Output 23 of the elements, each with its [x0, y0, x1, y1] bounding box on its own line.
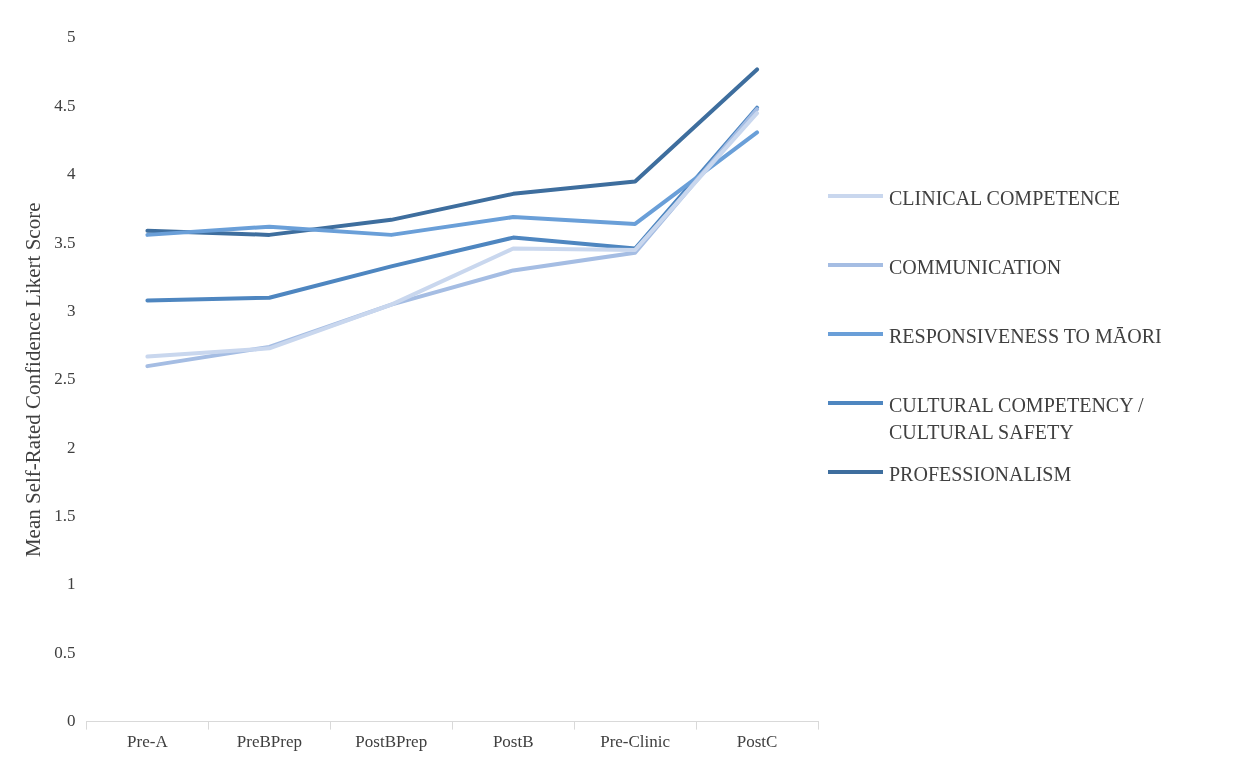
y-tick-label: 5	[66, 27, 76, 47]
y-tick-label: 2	[66, 437, 76, 457]
x-tick-label: PostC	[736, 732, 778, 752]
x-tick-label: PostBPrep	[355, 732, 428, 752]
y-tick-label: 2.5	[54, 369, 76, 389]
legend-label: CLINICAL COMPETENCE	[889, 185, 1121, 211]
legend-label: PROFESSIONALISM	[889, 461, 1073, 487]
y-tick-label: 1.5	[54, 505, 76, 525]
y-tick-label: 1	[66, 574, 76, 594]
y-tick-label: 0.5	[54, 642, 76, 662]
y-axis-title: Mean Self-Rated Confidence Likert Score	[21, 202, 46, 558]
y-tick-label: 4	[66, 164, 76, 184]
y-tick-label: 3	[66, 300, 76, 320]
legend-label: COMMUNICATION	[889, 254, 1063, 280]
x-tick-label: Pre-A	[127, 732, 169, 752]
legend-label: CULTURAL COMPETENCY / CULTURAL SAFETY	[889, 392, 1145, 445]
y-tick-label: 0	[66, 711, 76, 731]
y-tick-label: 4.5	[54, 95, 76, 115]
x-tick-label: PostB	[492, 732, 534, 752]
y-tick-label: 3.5	[54, 232, 76, 252]
x-tick-label: PreBPrep	[236, 732, 302, 752]
legend-label: RESPONSIVENESS TO MĀORI	[889, 323, 1163, 349]
x-tick-label: Pre-Clinic	[600, 732, 671, 752]
